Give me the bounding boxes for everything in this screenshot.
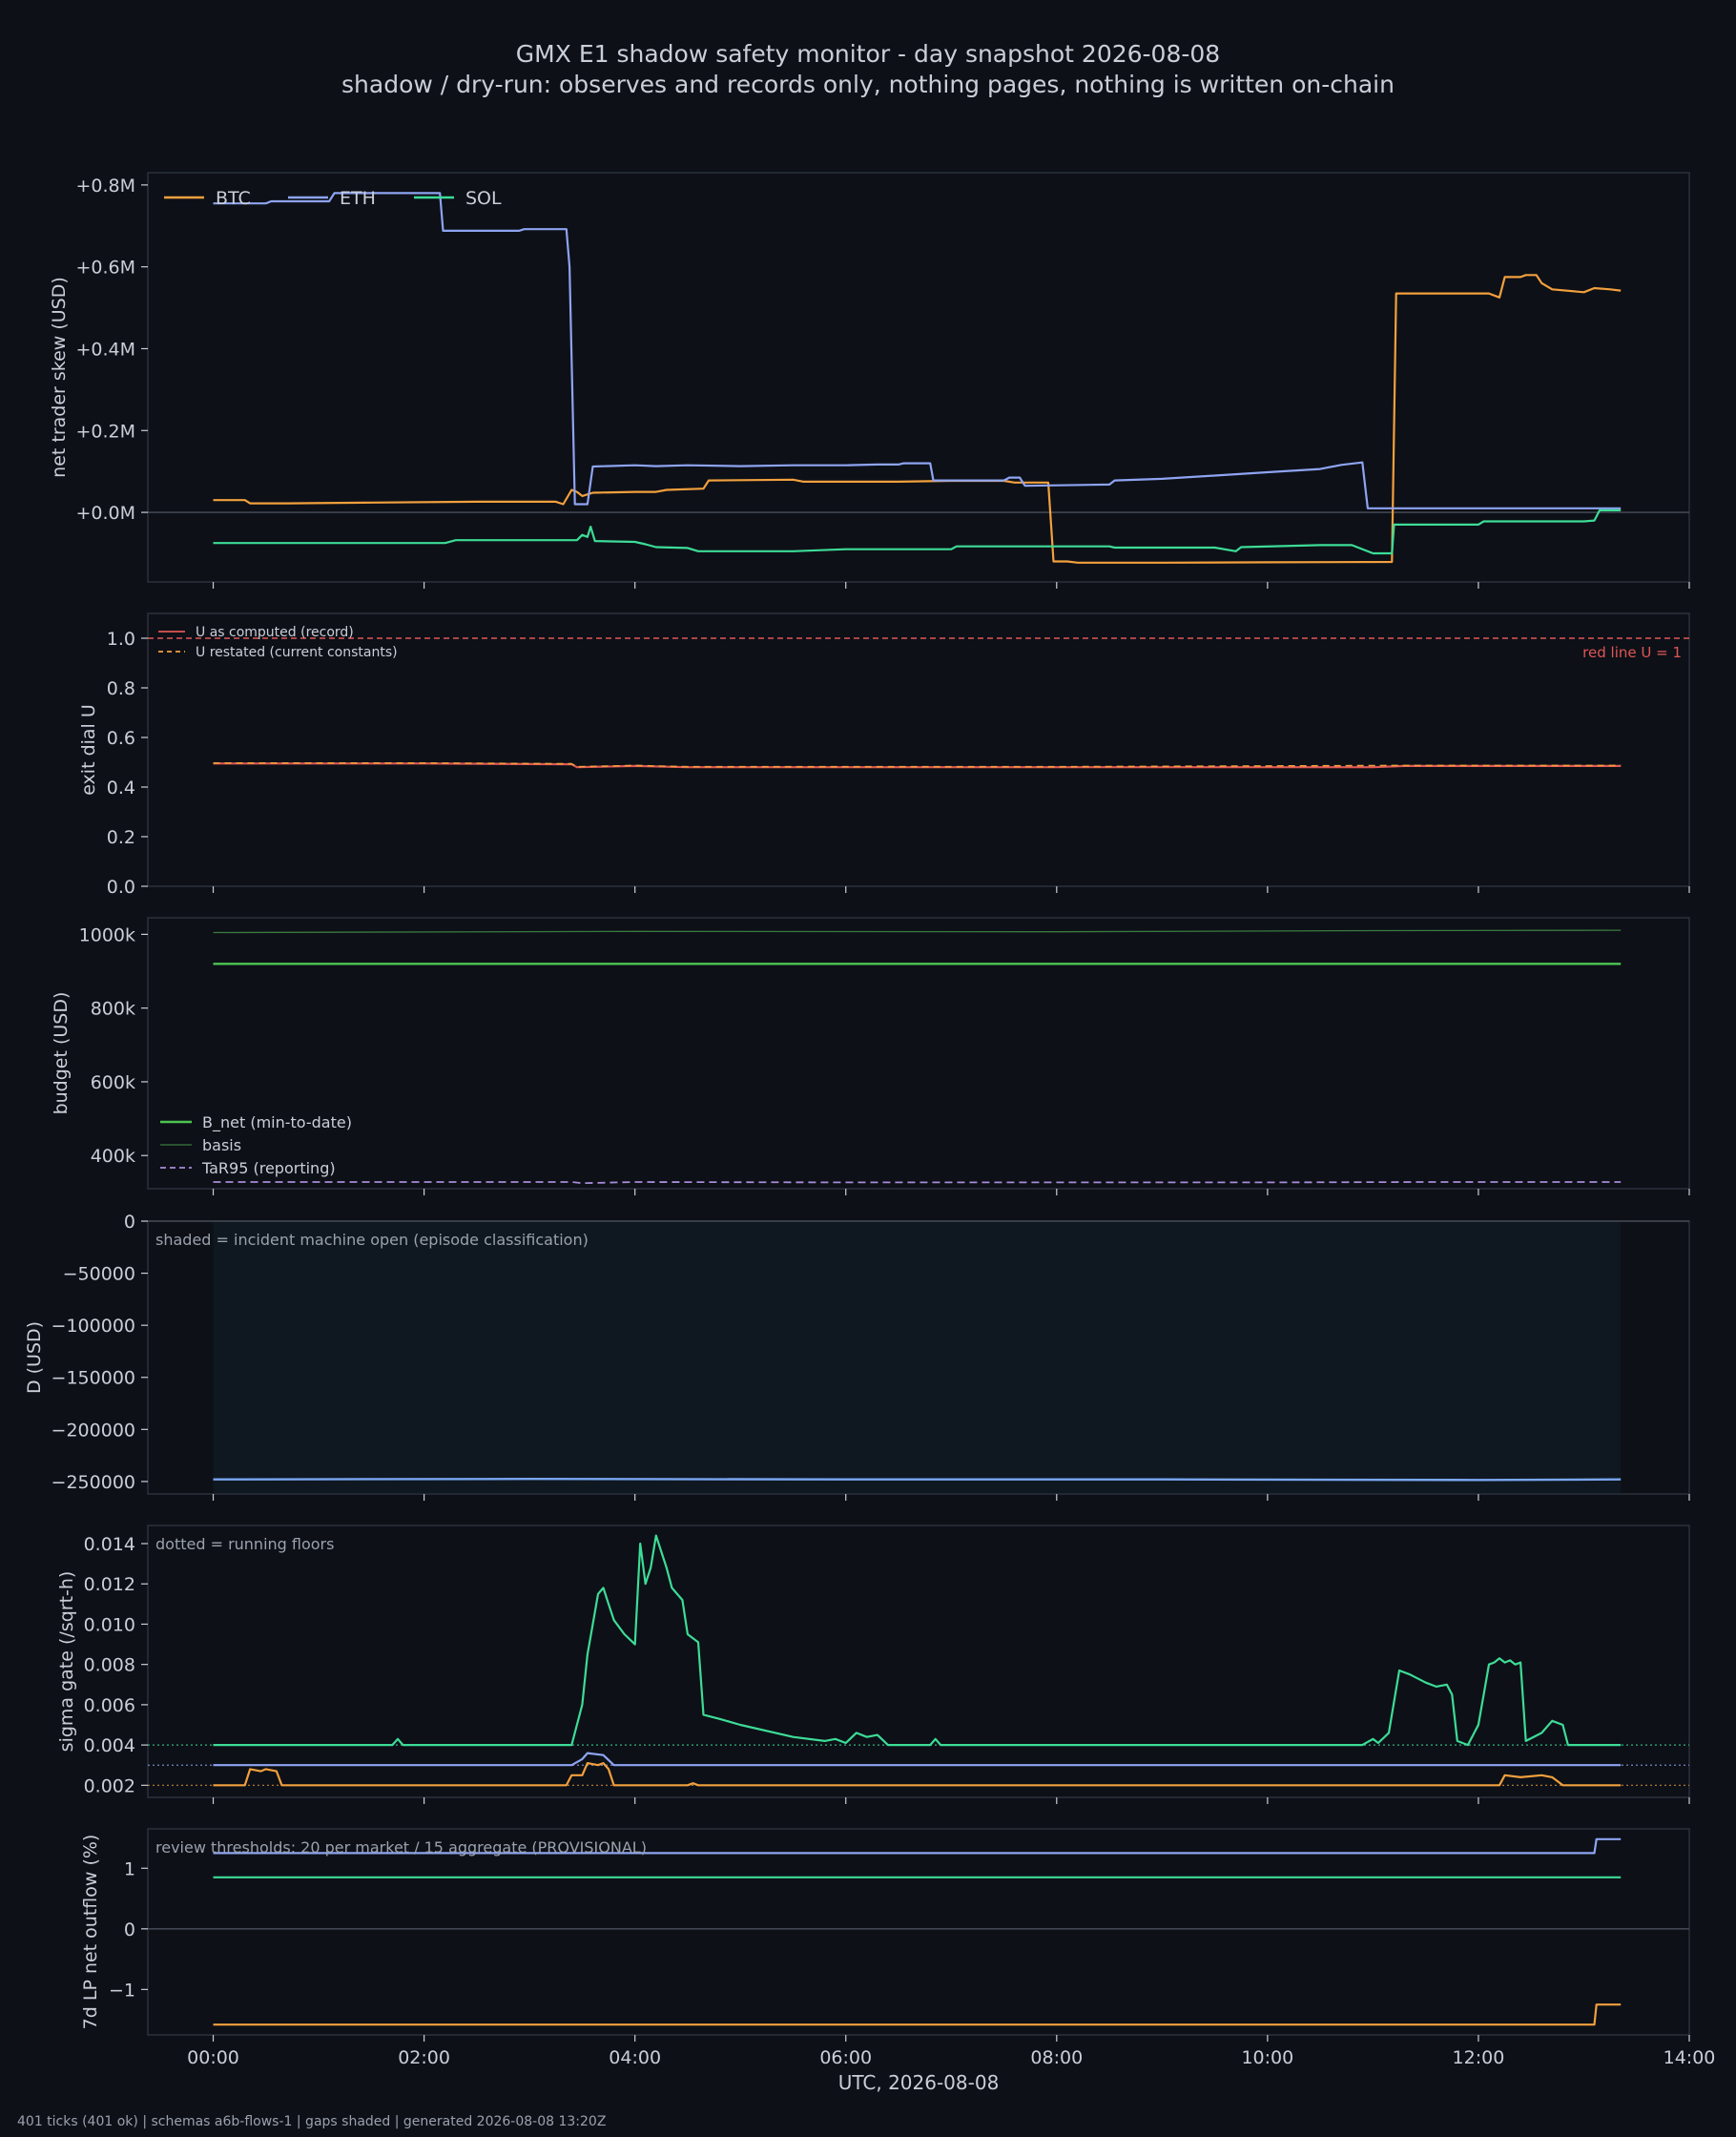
panel-sigma-gate: 0.002 0.004 0.006 0.008 0.010 0.012 0.014 sigma…	[56, 1525, 1690, 1804]
y-tick-label: 0.008	[84, 1655, 135, 1676]
y-tick-label: −1	[109, 1980, 135, 2001]
y-axis-label: 7d LP net outflow (%)	[80, 1835, 101, 2030]
panel-annotation: shaded = incident machine open (episode …	[155, 1231, 589, 1249]
series-line-eth	[213, 1837, 1622, 1855]
x-tick-label: 04:00	[609, 2047, 661, 2068]
series-line-eth	[213, 1752, 1622, 1767]
y-tick-label: 0.2	[107, 827, 135, 848]
series-line-basis	[213, 929, 1622, 934]
legend-label: basis	[202, 1136, 241, 1154]
y-tick-label: −250000	[52, 1472, 135, 1493]
legend-label: BTC	[216, 188, 251, 209]
legend-label: TaR95 (reporting)	[201, 1159, 336, 1177]
panel-skew: +0.0M +0.2M +0.4M +0.6M +0.8M net trader skew…	[49, 172, 1690, 589]
x-tick-label: 08:00	[1030, 2047, 1083, 2068]
series-line-sol	[213, 508, 1622, 555]
status-footer: 401 ticks (401 ok) | schemas a6b-flows-1…	[17, 2114, 607, 2129]
y-tick-label: 0.004	[84, 1735, 135, 1756]
series-line-btc	[213, 274, 1622, 564]
legend-label: U as computed (record)	[196, 625, 354, 640]
panel-exit-dial: 0.0 0.2 0.4 0.6 0.8 1.0 exit dial U red line U …	[78, 612, 1690, 898]
panel-frame	[147, 917, 1690, 1190]
y-axis-label: sigma gate (/sqrt-h)	[56, 1571, 77, 1753]
x-axis-label: UTC, 2026-08-08	[838, 2071, 1000, 2094]
y-tick-label: −50000	[63, 1264, 135, 1285]
y-tick-label: 400k	[91, 1146, 135, 1167]
y-tick-label: 0.8	[107, 678, 135, 699]
y-tick-label: 0.4	[107, 778, 135, 799]
series-line-eth	[213, 192, 1622, 509]
y-tick-label: 1.0	[107, 629, 135, 650]
panel-annotation: review thresholds: 20 per market / 15 ag…	[155, 1838, 647, 1857]
chart-title: GMX E1 shadow safety monitor - day snaps…	[515, 40, 1221, 68]
x-tick-label: 06:00	[819, 2047, 872, 2068]
legend-label: B_net (min-to-date)	[202, 1113, 352, 1132]
y-tick-label: 0.6	[107, 728, 135, 749]
y-tick-label: +0.6M	[75, 258, 135, 279]
y-tick-label: −150000	[52, 1368, 135, 1389]
y-tick-label: 0.002	[84, 1775, 135, 1796]
x-tick-label: 12:00	[1453, 2047, 1505, 2068]
panel-lp-outflow: −1 0 1 7d LP net outflow (%) review threshol…	[80, 1828, 1716, 2094]
y-tick-label: 0.012	[84, 1574, 135, 1595]
x-tick-label: 00:00	[187, 2047, 239, 2068]
x-tick-label: 10:00	[1241, 2047, 1293, 2068]
series-line-u-restated-current-constants-	[213, 761, 1622, 768]
y-tick-label: +0.8M	[75, 176, 135, 197]
y-tick-label: 0	[124, 1919, 135, 1940]
y-tick-label: −100000	[52, 1316, 135, 1337]
legend-label: SOL	[465, 188, 502, 209]
panel-D: −250000 −200000 −150000 −100000 −50000 0 D (US…	[24, 1212, 1690, 1501]
panel-frame	[147, 1828, 1690, 2036]
y-axis-label: net trader skew (USD)	[49, 277, 70, 478]
series-line-sol	[213, 1534, 1622, 1747]
red-line-label: red line U = 1	[1582, 644, 1682, 661]
x-tick-label: 14:00	[1664, 2047, 1716, 2068]
y-tick-label: +0.2M	[75, 421, 135, 442]
y-tick-label: 600k	[91, 1072, 135, 1093]
y-tick-label: 0.006	[84, 1695, 135, 1716]
y-tick-label: 0	[124, 1212, 135, 1233]
y-tick-label: 0.0	[107, 877, 135, 898]
legend-label: ETH	[340, 188, 376, 209]
legend-label: U restated (current constants)	[196, 645, 398, 660]
y-tick-label: 1	[124, 1858, 135, 1879]
series-line-btc	[213, 1761, 1622, 1787]
y-tick-label: 0.014	[84, 1534, 135, 1555]
y-tick-label: +0.4M	[75, 339, 135, 360]
series-line-tar95-reporting-	[213, 1181, 1622, 1185]
panel-frame	[147, 612, 1690, 887]
y-axis-label: D (USD)	[24, 1321, 45, 1394]
panel-frame	[147, 1525, 1690, 1798]
y-axis-label: exit dial U	[78, 704, 99, 796]
panel-frame	[147, 172, 1690, 583]
series-line-btc	[213, 2003, 1622, 2026]
y-tick-label: 0.010	[84, 1614, 135, 1635]
y-tick-label: 1000k	[79, 924, 135, 945]
series-line-d	[213, 1477, 1622, 1482]
panel-annotation: dotted = running floors	[155, 1535, 334, 1553]
y-tick-label: +0.0M	[75, 503, 135, 524]
panel-budget: 400k 600k 800k 1000k budget (USD) B_net (min-…	[51, 917, 1690, 1195]
y-tick-label: −200000	[52, 1420, 135, 1441]
chart-subtitle: shadow / dry-run: observes and records o…	[341, 71, 1395, 98]
incident-shading	[213, 1222, 1622, 1493]
y-axis-label: budget (USD)	[51, 992, 72, 1115]
y-tick-label: 800k	[91, 999, 135, 1020]
x-tick-label: 02:00	[398, 2047, 450, 2068]
